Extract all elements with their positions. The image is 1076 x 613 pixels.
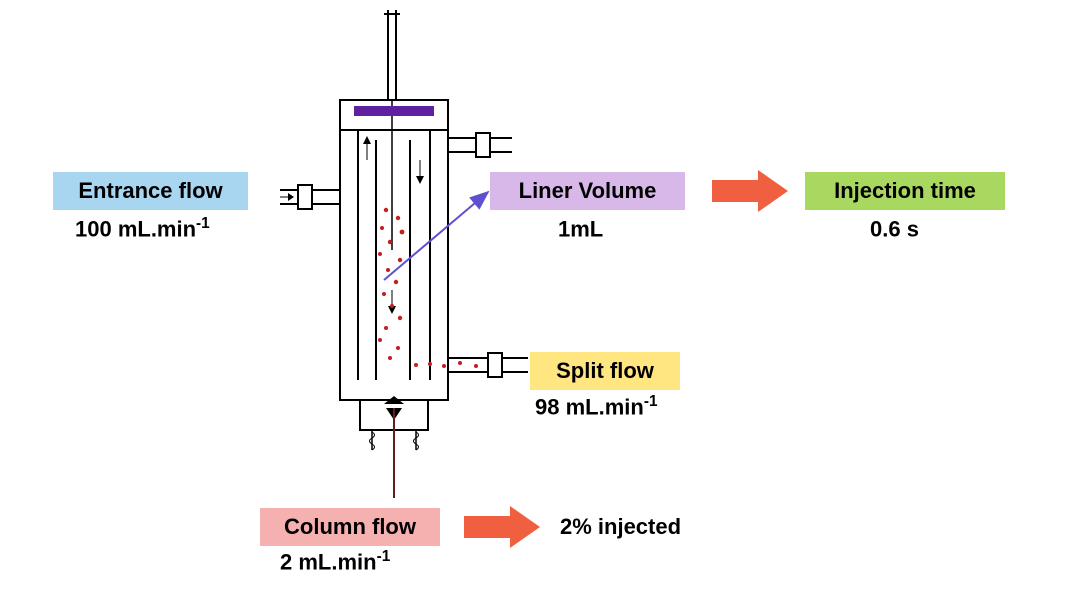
entrance-flow-value: 100 mL.min-1 bbox=[75, 215, 210, 242]
injected-percent-label: 2% injected bbox=[560, 514, 681, 540]
split-flow-label: Split flow bbox=[530, 352, 680, 390]
arrow-to-injected-percent bbox=[460, 504, 544, 550]
column-flow-value: 2 mL.min-1 bbox=[280, 548, 390, 575]
injection-time-value: 0.6 s bbox=[870, 215, 919, 242]
split-flow-value: 98 mL.min-1 bbox=[535, 393, 658, 420]
injection-time-label: Injection time bbox=[805, 172, 1005, 210]
liner-pointer-arrow bbox=[370, 180, 510, 300]
liner-volume-label: Liner Volume bbox=[490, 172, 685, 210]
column-flow-label: Column flow bbox=[260, 508, 440, 546]
arrow-to-injection-time bbox=[708, 168, 792, 214]
entrance-flow-label: Entrance flow bbox=[53, 172, 248, 210]
liner-volume-value: 1mL bbox=[558, 215, 603, 242]
